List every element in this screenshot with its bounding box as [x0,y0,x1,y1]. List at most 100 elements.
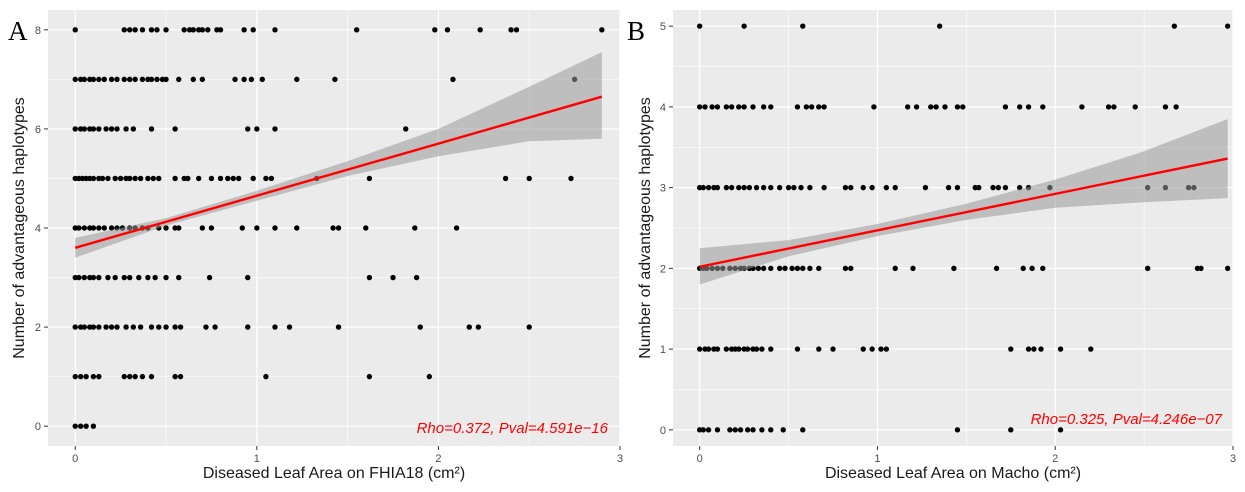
data-point [81,126,88,132]
data-point [475,324,482,330]
data-point [696,346,703,352]
data-point [90,175,97,182]
data-point [366,274,373,281]
data-point [993,265,1000,272]
data-point [137,324,144,330]
data-point [732,427,738,433]
data-point [76,225,82,231]
data-point [152,274,158,281]
data-point [936,23,943,29]
data-point [114,76,120,83]
data-point [103,126,109,132]
data-point [1031,346,1037,352]
data-point [709,104,715,110]
data-point [417,324,423,330]
data-point [199,76,206,83]
data-point [294,225,300,231]
data-point [794,104,801,110]
data-point [353,27,360,33]
data-point [477,27,483,33]
data-point [794,265,801,272]
data-point [760,104,767,110]
data-point [127,76,133,83]
data-point [96,274,102,281]
data-point [1132,104,1138,110]
data-point [112,175,118,182]
data-point [741,104,747,110]
data-point [808,104,815,110]
y-tick-label: 5 [660,21,666,33]
y-tick-label: 3 [660,183,666,195]
regression-line [74,95,603,249]
data-point [933,104,939,110]
data-point [892,184,898,191]
data-point [245,324,251,330]
data-point [1105,104,1112,110]
data-point [744,427,751,433]
data-point [753,184,760,191]
data-point [913,104,920,110]
data-point [714,346,721,352]
data-point [760,184,767,191]
data-point [1171,23,1178,29]
data-point [127,27,133,33]
data-point [145,175,151,182]
data-point [139,373,146,380]
data-point [723,184,730,191]
data-point [114,126,120,132]
data-point [241,27,247,33]
data-point [136,274,142,281]
data-point [127,274,133,281]
data-point [1008,346,1014,352]
data-point [960,104,966,110]
correlation-annotation: Rho=0.325, Pval=4.246e−07 [1031,411,1223,428]
y-tick-label: 0 [660,425,666,437]
y-tick-label: 1 [660,344,666,356]
confidence-band [75,52,602,258]
y-tick-label: 4 [660,102,666,114]
data-point [728,104,735,110]
data-point [148,27,155,33]
data-point [568,175,574,182]
data-point [785,184,792,191]
data-point [753,346,760,352]
data-point [172,126,178,132]
data-point [81,76,88,83]
data-point [1002,104,1009,110]
correlation-annotation: Rho=0.372, Pval=4.591e−16 [417,420,609,437]
data-point [90,373,97,380]
data-point [1057,427,1064,433]
data-point [272,324,278,330]
data-point [816,346,822,352]
data-point [212,324,218,330]
data-point [705,184,712,191]
data-point [123,126,129,132]
data-point [723,346,730,352]
data-point [714,427,721,433]
data-point [1020,265,1026,272]
data-point [1088,346,1094,352]
data-point [700,184,706,191]
data-point [206,274,213,281]
data-point [76,274,82,281]
x-tick-label: 3 [1230,453,1236,465]
data-point [1002,184,1009,191]
data-point [508,27,514,33]
data-point [90,225,97,231]
data-point [163,324,169,330]
y-axis-title: Number of advantageous haplotypes [637,97,654,359]
data-point [72,76,78,83]
data-point [869,346,875,352]
x-tick-label: 0 [697,453,703,465]
data-point [108,76,115,83]
data-point [332,76,338,83]
data-point [776,184,783,191]
data-point [413,274,420,281]
data-point [746,184,753,191]
data-point [821,104,827,110]
data-point [1029,265,1035,272]
data-point [199,27,206,33]
data-point [869,184,875,191]
data-point [904,104,911,110]
data-point [737,427,744,433]
